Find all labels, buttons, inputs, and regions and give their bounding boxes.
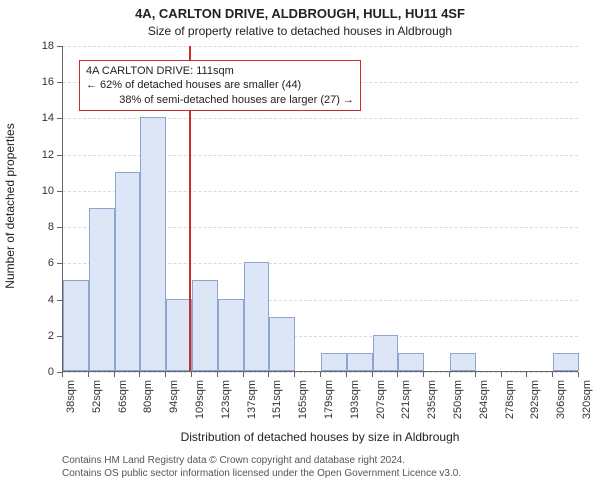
xtick-label: 137sqm [246,380,258,420]
footer-line-1: Contains HM Land Registry data © Crown c… [62,454,578,467]
ytick-label: 4 [32,294,54,306]
histogram-bar [373,335,399,371]
ytick-label: 0 [32,366,54,378]
xtick-mark [475,372,476,377]
xtick-mark [423,372,424,377]
xtick-label: 221sqm [400,380,412,420]
xtick-mark [268,372,269,377]
ytick-label: 8 [32,221,54,233]
xtick-mark [372,372,373,377]
histogram-bar [347,353,373,371]
histogram-bar [450,353,476,371]
xtick-label: 306sqm [555,380,567,420]
xtick-label: 52sqm [91,380,103,420]
xtick-label: 207sqm [375,380,387,420]
chart-subtitle: Size of property relative to detached ho… [0,24,600,38]
xtick-mark [88,372,89,377]
histogram-bar [63,280,89,371]
xtick-label: 292sqm [529,380,541,420]
ytick-mark [57,300,62,301]
footer-line-2: Contains OS public sector information li… [62,467,578,480]
ytick-mark [57,191,62,192]
xtick-label: 94sqm [168,380,180,420]
histogram-bar [89,208,115,371]
chart-container: 4A, CARLTON DRIVE, ALDBROUGH, HULL, HU11… [0,0,600,500]
xtick-mark [217,372,218,377]
xtick-mark [578,372,579,377]
xtick-mark [165,372,166,377]
y-axis-label: Number of detached properties [3,106,17,306]
xtick-mark [552,372,553,377]
xtick-mark [243,372,244,377]
grid-line [63,46,578,47]
xtick-mark [191,372,192,377]
xtick-label: 264sqm [478,380,490,420]
histogram-bar [269,317,295,371]
xtick-label: 80sqm [142,380,154,420]
ytick-mark [57,227,62,228]
xtick-label: 235sqm [426,380,438,420]
plot-area: 4A CARLTON DRIVE: 111sqm← 62% of detache… [62,46,578,372]
xtick-mark [526,372,527,377]
histogram-bar [553,353,579,371]
histogram-bar [140,117,166,371]
ytick-label: 18 [32,40,54,52]
xtick-mark [320,372,321,377]
annotation-line: 38% of semi-detached houses are larger (… [86,93,354,107]
ytick-mark [57,82,62,83]
ytick-label: 16 [32,76,54,88]
histogram-bar [398,353,424,371]
annotation-line: 4A CARLTON DRIVE: 111sqm [86,64,354,78]
ytick-label: 14 [32,112,54,124]
licence-footer: Contains HM Land Registry data © Crown c… [62,454,578,480]
xtick-mark [397,372,398,377]
xtick-mark [294,372,295,377]
histogram-bar [192,280,218,371]
xtick-label: 151sqm [271,380,283,420]
xtick-mark [139,372,140,377]
ytick-label: 2 [32,330,54,342]
ytick-mark [57,263,62,264]
xtick-label: 109sqm [194,380,206,420]
xtick-label: 123sqm [220,380,232,420]
annotation-line: ← 62% of detached houses are smaller (44… [86,78,354,92]
xtick-label: 278sqm [504,380,516,420]
xtick-label: 320sqm [581,380,593,420]
xtick-mark [346,372,347,377]
ytick-label: 6 [32,257,54,269]
ytick-label: 10 [32,185,54,197]
ytick-mark [57,155,62,156]
xtick-label: 38sqm [65,380,77,420]
ytick-label: 12 [32,149,54,161]
xtick-label: 165sqm [297,380,309,420]
xtick-mark [114,372,115,377]
xtick-label: 250sqm [452,380,464,420]
histogram-bar [218,299,244,371]
annotation-box: 4A CARLTON DRIVE: 111sqm← 62% of detache… [79,60,361,111]
ytick-mark [57,46,62,47]
chart-title-address: 4A, CARLTON DRIVE, ALDBROUGH, HULL, HU11… [0,6,600,21]
xtick-mark [501,372,502,377]
histogram-bar [244,262,270,371]
histogram-bar [115,172,141,371]
xtick-label: 179sqm [323,380,335,420]
ytick-mark [57,118,62,119]
x-axis-label: Distribution of detached houses by size … [62,430,578,444]
xtick-mark [449,372,450,377]
xtick-label: 66sqm [117,380,129,420]
xtick-mark [62,372,63,377]
histogram-bar [321,353,347,371]
ytick-mark [57,336,62,337]
histogram-bar [166,299,192,371]
xtick-label: 193sqm [349,380,361,420]
